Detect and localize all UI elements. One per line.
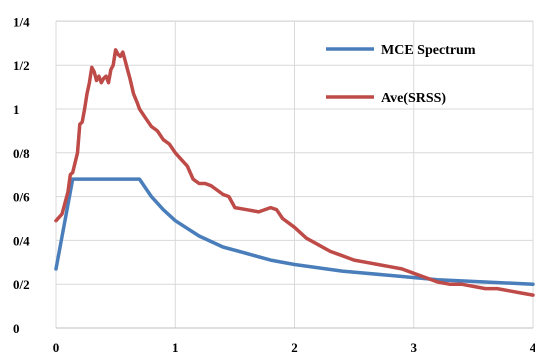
x-tick-label: 4 bbox=[530, 340, 535, 355]
grid-layer bbox=[56, 20, 534, 328]
tick-labels: 0 0/2 0/4 0/6 0/8 1 1/2 1/4 0 1 2 3 4 bbox=[13, 14, 535, 355]
y-tick-label: 0/8 bbox=[13, 146, 30, 161]
y-tick-label: 1 bbox=[13, 102, 20, 117]
y-tick-label: 1/2 bbox=[13, 58, 30, 73]
x-tick-label: 3 bbox=[411, 340, 418, 355]
y-tick-label: 1/4 bbox=[13, 14, 30, 29]
legend-label-ave-srss: Ave(SRSS) bbox=[381, 91, 446, 106]
axis-layer bbox=[55, 21, 533, 329]
y-tick-label: 0/4 bbox=[13, 233, 30, 248]
legend-label-mce-spectrum: MCE Spectrum bbox=[381, 43, 476, 58]
y-tick-label: 0 bbox=[13, 321, 20, 336]
x-tick-label: 0 bbox=[53, 340, 60, 355]
x-tick-label: 2 bbox=[291, 340, 298, 355]
series-line-mce-spectrum bbox=[54, 177, 535, 286]
series-layer bbox=[54, 48, 535, 297]
series-line-ave-srss bbox=[54, 48, 535, 297]
y-tick-label: 0/6 bbox=[13, 190, 30, 205]
y-tick-label: 0/2 bbox=[13, 277, 30, 292]
x-tick-label: 1 bbox=[172, 340, 179, 355]
legend: MCE Spectrum Ave(SRSS) bbox=[326, 43, 476, 106]
